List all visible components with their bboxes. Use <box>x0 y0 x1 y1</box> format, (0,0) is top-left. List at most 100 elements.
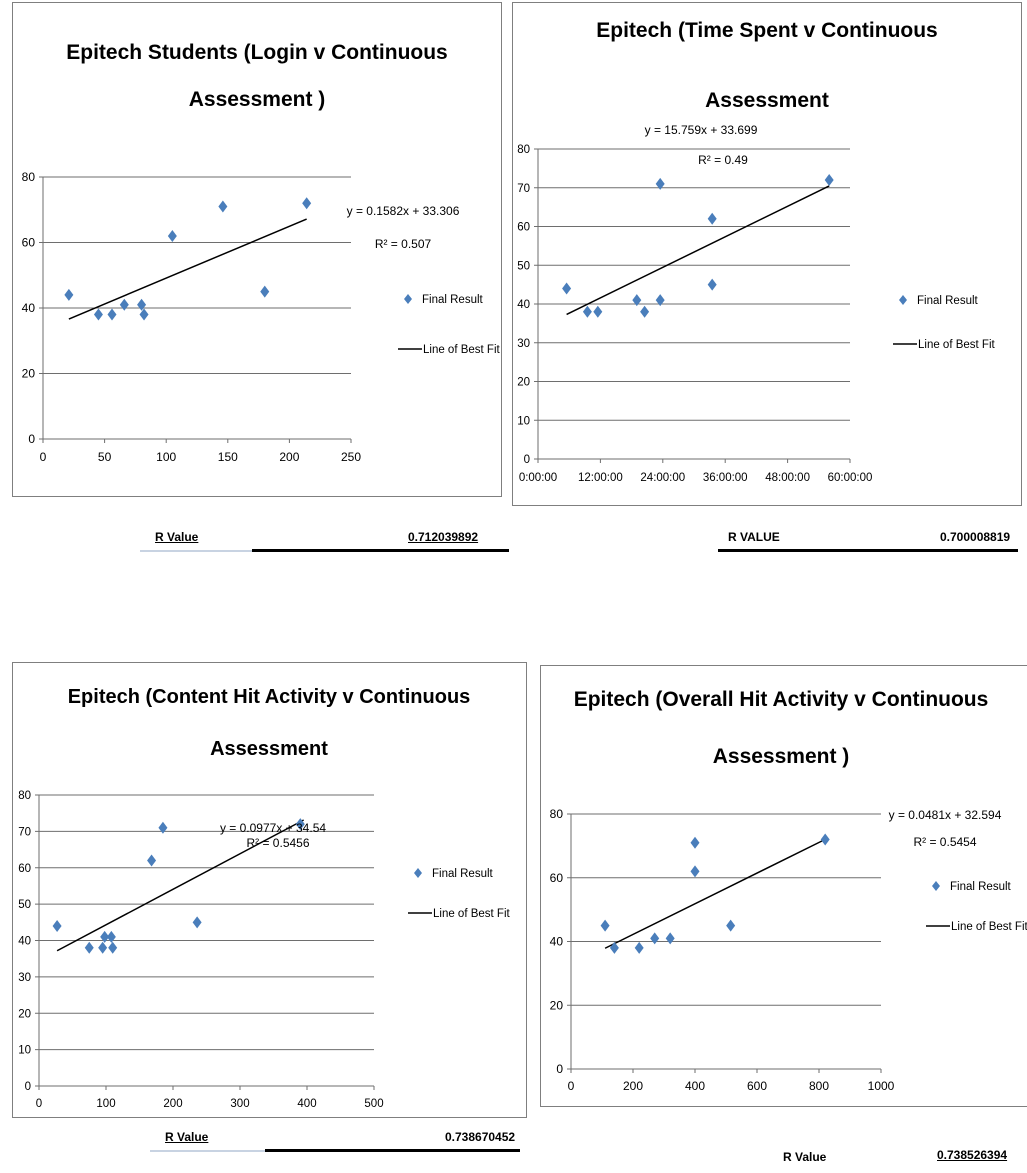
data-point-login <box>107 308 117 321</box>
y-tick-label-time: 80 <box>517 144 530 156</box>
legend-label-best-fit-login: Line of Best Fit <box>423 344 501 356</box>
legend-label-final-result-time: Final Result <box>917 295 979 307</box>
data-point-login <box>302 197 312 210</box>
y-tick-label-login: 60 <box>22 236 36 250</box>
x-tick-label-time: 36:00:00 <box>703 472 748 484</box>
chart-time-spent-svg: Epitech (Time Spent v Continuous Assessme… <box>517 19 996 484</box>
data-point-time <box>655 294 665 307</box>
data-point-time <box>707 278 717 291</box>
data-point-content <box>100 930 110 943</box>
x-tick-label-overall: 1000 <box>868 1079 895 1093</box>
data-point-overall <box>650 932 660 945</box>
legend-label-best-fit-content: Line of Best Fit <box>433 908 511 920</box>
y-tick-label-overall: 40 <box>550 935 564 949</box>
trendline-equation-time: y = 15.759x + 33.699 <box>645 123 758 137</box>
x-tick-label-login: 0 <box>40 450 47 464</box>
y-tick-label-login: 0 <box>28 432 35 446</box>
legend-label-best-fit-overall: Line of Best Fit <box>951 921 1027 933</box>
data-point-time <box>655 177 665 190</box>
x-tick-label-time: 48:00:00 <box>765 472 810 484</box>
chart-title-overall: Epitech (Overall Hit Activity v Continuo… <box>574 688 989 711</box>
legend-marker-overall <box>932 881 940 891</box>
x-tick-label-content: 500 <box>364 1098 383 1110</box>
r-value-content: 0.738670452 <box>445 1130 516 1144</box>
data-point-content <box>98 941 108 954</box>
chart-login-svg: Epitech Students (Login v Continuous Asse… <box>22 41 501 464</box>
r-line-content-faint <box>150 1150 265 1152</box>
r-line-time <box>718 549 1018 552</box>
y-tick-label-content: 60 <box>18 863 31 875</box>
data-point-content <box>106 930 116 943</box>
data-point-login <box>93 308 103 321</box>
y-tick-label-content: 20 <box>18 1008 31 1020</box>
y-tick-label-time: 60 <box>517 222 530 234</box>
y-tick-label-time: 50 <box>517 260 530 272</box>
data-point-login <box>64 288 74 301</box>
y-tick-label-login: 40 <box>22 301 36 315</box>
y-tick-label-login: 20 <box>22 367 36 381</box>
r-value-time: 0.700008819 <box>940 530 1011 544</box>
r-squared-overall: R² = 0.5454 <box>913 835 976 849</box>
chart-title-login: Epitech Students (Login v Continuous <box>66 41 447 64</box>
data-point-content <box>108 941 118 954</box>
y-tick-label-content: 40 <box>18 936 31 948</box>
data-point-login <box>218 200 228 213</box>
trendline-equation-overall: y = 0.0481x + 32.594 <box>889 808 1002 822</box>
y-tick-label-overall: 60 <box>550 871 564 885</box>
y-tick-label-overall: 0 <box>556 1062 563 1076</box>
chart-content-hit-svg: Epitech (Content Hit Activity v Continuo… <box>18 686 511 1110</box>
r-squared-time: R² = 0.49 <box>698 153 748 167</box>
data-point-login <box>137 298 147 311</box>
chart-title-content: Assessment <box>210 738 328 760</box>
y-tick-label-time: 70 <box>517 183 530 195</box>
x-tick-label-login: 200 <box>279 450 299 464</box>
y-tick-label-overall: 80 <box>550 807 564 821</box>
y-tick-label-content: 30 <box>18 972 31 984</box>
data-point-content <box>147 854 157 867</box>
r-label-login: R Value <box>155 530 199 544</box>
legend-label-best-fit-time: Line of Best Fit <box>918 339 996 351</box>
y-tick-label-time: 40 <box>517 299 530 311</box>
data-point-overall <box>600 919 610 932</box>
chart-time-spent: Epitech (Time Spent v Continuous Assessme… <box>512 2 1022 506</box>
r-label-content: R Value <box>165 1130 209 1144</box>
chart-login: Epitech Students (Login v Continuous Asse… <box>12 2 502 497</box>
x-tick-label-login: 50 <box>98 450 112 464</box>
data-point-time <box>640 305 650 318</box>
data-point-time <box>582 305 592 318</box>
x-tick-label-overall: 200 <box>623 1079 643 1093</box>
chart-content-hit: Epitech (Content Hit Activity v Continuo… <box>12 662 527 1118</box>
x-tick-label-time: 24:00:00 <box>640 472 685 484</box>
trendline-equation-content: y = 0.0977x + 34.54 <box>220 821 326 835</box>
x-tick-label-content: 0 <box>36 1098 42 1110</box>
x-tick-label-content: 200 <box>163 1098 182 1110</box>
fit-line-login <box>68 218 307 320</box>
data-point-overall <box>726 919 736 932</box>
chart-title-time: Assessment <box>705 89 829 112</box>
y-tick-label-login: 80 <box>22 170 36 184</box>
data-point-login <box>167 229 177 242</box>
trendline-equation-login: y = 0.1582x + 33.306 <box>347 204 460 218</box>
x-tick-label-overall: 600 <box>747 1079 767 1093</box>
fit-line-content <box>56 819 305 952</box>
legend-label-final-result-content: Final Result <box>432 868 494 880</box>
r-value-overall: 0.738526394 <box>937 1148 1008 1162</box>
data-point-content <box>158 821 168 834</box>
x-tick-label-overall: 400 <box>685 1079 705 1093</box>
r-line-login <box>252 549 509 552</box>
data-point-content <box>295 818 305 831</box>
data-point-login <box>139 308 149 321</box>
chart-overall-hit-svg: Epitech (Overall Hit Activity v Continuo… <box>550 688 1027 1093</box>
y-tick-label-time: 20 <box>517 377 530 389</box>
x-tick-label-content: 400 <box>297 1098 316 1110</box>
data-point-time <box>593 305 603 318</box>
y-tick-label-time: 30 <box>517 338 530 350</box>
y-tick-label-time: 0 <box>524 454 530 466</box>
data-point-content <box>192 916 202 929</box>
r-label-overall: R Value <box>783 1150 827 1164</box>
r-label-time: R VALUE <box>728 530 780 544</box>
data-point-content <box>52 919 62 932</box>
r-value-login: 0.712039892 <box>408 530 479 544</box>
data-point-overall <box>820 833 830 846</box>
fit-line-time <box>566 185 830 316</box>
